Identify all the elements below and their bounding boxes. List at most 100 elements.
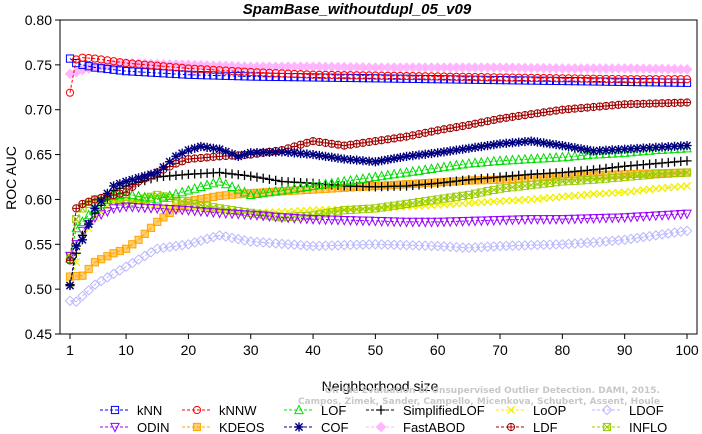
- data-point: [682, 209, 692, 220]
- data-point: [451, 145, 462, 155]
- data-point: [520, 137, 530, 147]
- data-point: [72, 204, 80, 212]
- data-point: [576, 214, 586, 225]
- data-point: [638, 231, 649, 243]
- data-point: [476, 156, 487, 167]
- data-point: [358, 205, 368, 214]
- data-point: [78, 53, 87, 62]
- legend-label: ODIN: [137, 420, 170, 434]
- data-point: [414, 165, 424, 175]
- data-point: [71, 241, 81, 251]
- data-point: [128, 67, 137, 76]
- data-point: [152, 167, 162, 178]
- data-point: [682, 141, 692, 151]
- data-point: [501, 138, 511, 148]
- y-tick-label: 0.45: [25, 326, 52, 342]
- data-point: [339, 154, 349, 164]
- data-point: [439, 194, 449, 203]
- data-point: [233, 183, 244, 194]
- data-point: [128, 59, 137, 68]
- data-point: [133, 203, 144, 214]
- watermark-title-line: On the Evaluation of Unsupervised Outlie…: [325, 386, 660, 396]
- chart-title: SpamBase_withoutdupl_05_v09: [243, 1, 472, 18]
- series-line: [69, 102, 688, 261]
- data-point: [178, 157, 186, 165]
- data-point: [594, 213, 605, 224]
- legend-marker: [603, 423, 611, 431]
- data-point: [595, 189, 604, 198]
- data-point: [289, 213, 300, 224]
- data-point: [165, 62, 174, 71]
- data-point: [65, 280, 75, 291]
- data-point: [669, 141, 680, 151]
- watermark-citation-line: Campos, Zimek, Sander, Campello, Micenko…: [298, 397, 660, 407]
- data-point: [276, 184, 287, 195]
- data-point: [501, 215, 512, 226]
- legend-marker: [294, 422, 304, 432]
- data-point: [589, 175, 598, 184]
- data-point: [613, 147, 624, 158]
- data-point: [203, 202, 212, 211]
- data-point: [102, 188, 112, 199]
- data-point: [495, 73, 505, 82]
- data-point: [471, 72, 480, 82]
- legend-label: kNN: [137, 403, 162, 418]
- data-point: [439, 72, 449, 81]
- data-point: [189, 182, 200, 193]
- data-point: [645, 75, 654, 84]
- data-point: [301, 181, 312, 191]
- data-point: [66, 256, 74, 265]
- data-point: [507, 138, 518, 148]
- data-point: [495, 139, 505, 149]
- data-point: [196, 70, 205, 80]
- data-point: [463, 216, 474, 227]
- data-point: [72, 55, 81, 64]
- data-point: [664, 75, 673, 84]
- plot-border: [59, 19, 698, 335]
- data-point: [544, 215, 555, 225]
- legend-item-lof: LOF: [284, 403, 346, 418]
- data-point: [576, 74, 586, 83]
- legend: kNN kNNW LOF SimplifiedLOF LoOP LDOF ODIN KDEOS…: [100, 403, 667, 434]
- data-point: [239, 186, 250, 197]
- data-point: [195, 235, 207, 247]
- series-lof: [65, 142, 692, 263]
- data-point: [239, 170, 250, 180]
- data-point: [271, 147, 281, 157]
- data-point: [270, 212, 281, 223]
- data-point: [140, 229, 149, 238]
- data-point: [352, 155, 362, 165]
- data-point: [346, 205, 355, 214]
- data-point: [476, 216, 487, 227]
- data-point: [96, 196, 106, 206]
- legend-marker: [294, 404, 304, 415]
- data-point: [507, 154, 518, 165]
- data-point: [527, 73, 536, 82]
- data-point: [90, 203, 100, 213]
- data-point: [345, 174, 356, 185]
- data-point: [221, 168, 231, 178]
- data-point: [613, 162, 624, 172]
- data-point: [514, 137, 524, 147]
- data-point: [364, 172, 375, 182]
- data-point: [227, 66, 237, 76]
- data-point: [632, 212, 643, 223]
- data-point: [389, 168, 399, 179]
- y-tick-label: 0.55: [25, 236, 52, 252]
- data-point: [220, 209, 231, 219]
- y-axis: 0.45 0.50 0.55 0.60 0.65 0.70 0.75 0.80: [25, 12, 60, 342]
- data-point: [71, 222, 82, 233]
- data-point: [620, 144, 630, 154]
- data-point: [676, 168, 685, 177]
- data-point: [576, 176, 586, 185]
- x-tick-label: 30: [243, 342, 259, 358]
- data-point: [146, 223, 156, 232]
- data-point: [226, 232, 238, 244]
- data-point: [383, 71, 392, 80]
- data-point: [264, 147, 275, 157]
- data-point: [139, 250, 151, 262]
- data-point: [489, 140, 499, 150]
- data-point: [470, 216, 481, 227]
- data-point: [452, 192, 461, 201]
- data-point: [65, 251, 75, 262]
